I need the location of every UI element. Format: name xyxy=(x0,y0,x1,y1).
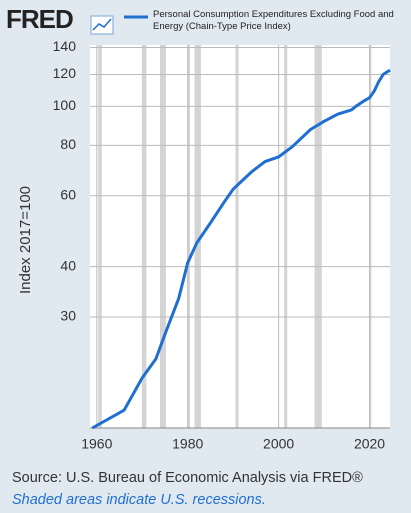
recession-band xyxy=(370,45,372,428)
recession-band xyxy=(98,45,102,428)
note: Shaded areas indicate U.S. recessions. xyxy=(12,492,266,508)
recession-band xyxy=(141,45,147,428)
x-tick-label: 2000 xyxy=(263,436,294,452)
y-tick-label: 40 xyxy=(60,257,76,273)
recession-band xyxy=(235,45,239,428)
legend-label: Personal Consumption Expenditures Exclud… xyxy=(153,9,394,32)
x-tick-label: 1980 xyxy=(172,436,203,452)
logo: FRED xyxy=(6,4,74,34)
y-tick-label: 30 xyxy=(60,308,76,324)
series-line xyxy=(91,68,391,430)
y-tick-label: 120 xyxy=(53,65,77,81)
recession-band xyxy=(187,45,190,428)
recession-band xyxy=(284,45,288,428)
source: Source: U.S. Bureau of Economic Analysis… xyxy=(12,470,363,486)
y-tick-label: 140 xyxy=(53,38,77,54)
y-axis-label: Index 2017=100 xyxy=(17,186,34,294)
recession-band xyxy=(160,45,166,428)
x-tick-label: 1960 xyxy=(81,436,112,452)
recession-band xyxy=(314,45,322,428)
y-tick-label: 80 xyxy=(60,136,76,152)
y-tick-label: 60 xyxy=(60,186,76,202)
y-tick-label: 100 xyxy=(53,97,77,113)
x-tick-label: 2020 xyxy=(354,436,385,452)
logo-icon-line xyxy=(92,18,112,31)
recession-band xyxy=(194,45,201,428)
plot-area xyxy=(90,45,390,428)
